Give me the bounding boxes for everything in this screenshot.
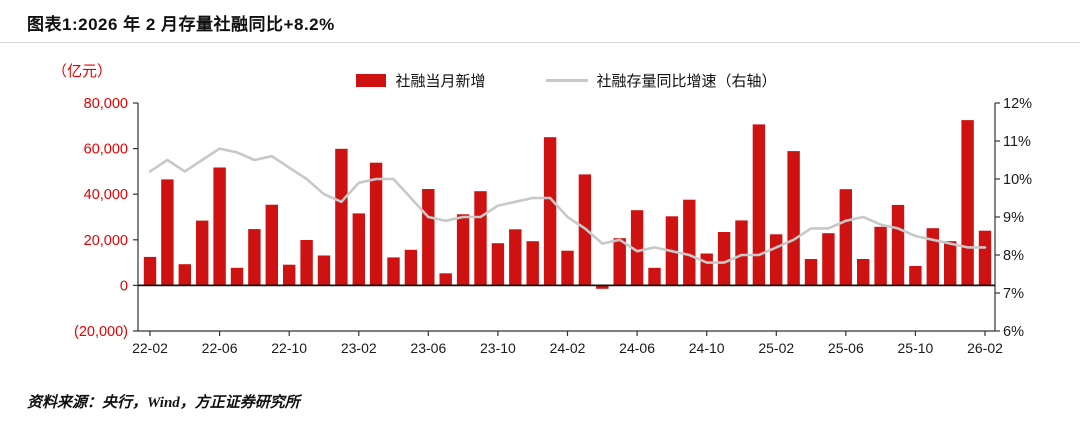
bar-23-06 — [422, 189, 435, 286]
bar-24-07 — [648, 267, 661, 286]
bar-25-09 — [891, 204, 905, 286]
svg-text:23-02: 23-02 — [341, 340, 377, 356]
bar-22-08 — [248, 229, 261, 286]
bar-24-05 — [613, 238, 626, 286]
bar-22-11 — [300, 240, 313, 286]
bar-25-06 — [839, 189, 852, 286]
bar-23-04 — [387, 257, 400, 286]
bar-26-01 — [961, 120, 974, 286]
svg-text:9%: 9% — [1003, 210, 1024, 226]
bar-22-04 — [178, 264, 191, 286]
bar-22-10 — [283, 264, 296, 286]
svg-text:26-02: 26-02 — [967, 340, 1003, 356]
bar-25-11 — [926, 228, 939, 286]
bar-22-09 — [265, 204, 278, 286]
svg-text:60,000: 60,000 — [84, 142, 128, 158]
legend-item-bars: 社融当月新增 — [356, 70, 486, 91]
bar-25-02 — [770, 234, 783, 286]
svg-text:40,000: 40,000 — [84, 187, 128, 203]
bar-24-06 — [630, 210, 644, 286]
bar-25-03 — [787, 151, 800, 286]
svg-text:8%: 8% — [1003, 248, 1024, 264]
bar-25-07 — [857, 259, 870, 286]
svg-text:23-06: 23-06 — [410, 340, 446, 356]
bar-23-08 — [456, 214, 470, 286]
bar-24-04 — [596, 285, 609, 289]
svg-text:24-02: 24-02 — [550, 340, 586, 356]
bar-25-04 — [804, 259, 818, 286]
bar-series — [143, 120, 992, 289]
bar-24-11 — [717, 232, 731, 286]
bar-22-07 — [230, 267, 244, 286]
chart-area: 80,000 60,000 40,000 20,000 0 (20,000) 12% 11% 1… — [0, 55, 1080, 385]
bar-26-02 — [978, 230, 992, 286]
right-axis-labels: 12% 11% 10% 9% 8% 7% 6% — [995, 96, 1032, 340]
source-note: 资料来源：央行，Wind，方正证券研究所 — [27, 395, 300, 411]
combo-chart-svg: 80,00060,00040,00020,0000(20,000)12%11%1… — [74, 96, 1032, 356]
bar-23-12 — [526, 241, 539, 286]
bar-23-11 — [509, 229, 522, 286]
svg-text:20,000: 20,000 — [84, 233, 128, 249]
bar-23-02 — [352, 213, 365, 286]
bar-23-07 — [439, 273, 452, 286]
bar-24-10 — [700, 253, 713, 286]
svg-text:22-10: 22-10 — [271, 340, 307, 356]
bar-23-09 — [474, 191, 487, 286]
legend-bars-label: 社融当月新增 — [395, 72, 486, 90]
bar-23-05 — [404, 249, 418, 286]
bar-22-05 — [196, 220, 209, 286]
svg-text:11%: 11% — [1003, 134, 1031, 150]
bar-22-06 — [213, 167, 226, 286]
bar-22-03 — [161, 179, 174, 286]
left-axis-labels: 80,000 60,000 40,000 20,000 0 (20,000) — [74, 96, 138, 340]
svg-text:7%: 7% — [1003, 286, 1024, 302]
legend-item-line: 社融存量同比增速（右轴） — [545, 70, 777, 91]
x-axis-labels: 22-02 22-06 22-10 23-02 23-06 23-10 24-02 24-06… — [132, 331, 1003, 356]
svg-text:24-10: 24-10 — [689, 340, 725, 356]
bar-24-01 — [543, 137, 557, 286]
svg-text:25-10: 25-10 — [898, 340, 934, 356]
line-series-swatch-icon — [545, 78, 588, 82]
svg-text:24-06: 24-06 — [619, 340, 655, 356]
svg-text:0: 0 — [120, 278, 128, 294]
svg-text:10%: 10% — [1003, 172, 1032, 188]
svg-text:22-02: 22-02 — [132, 340, 168, 356]
bar-25-08 — [874, 226, 887, 286]
bar-25-01 — [752, 124, 766, 286]
bar-23-01 — [335, 148, 348, 286]
svg-text:23-10: 23-10 — [480, 340, 516, 356]
svg-text:12%: 12% — [1003, 96, 1032, 112]
bar-25-05 — [822, 233, 835, 286]
bar-22-12 — [317, 255, 331, 286]
svg-text:(20,000): (20,000) — [74, 324, 128, 340]
svg-text:80,000: 80,000 — [84, 96, 128, 112]
bar-24-09 — [683, 199, 696, 286]
svg-text:25-02: 25-02 — [758, 340, 794, 356]
legend-line-label: 社融存量同比增速（右轴） — [596, 72, 777, 90]
line-series — [148, 147, 987, 264]
left-axis-unit-label: （亿元） — [52, 63, 113, 80]
bar-25-12 — [944, 241, 957, 286]
svg-text:22-06: 22-06 — [202, 340, 238, 356]
bar-22-02 — [143, 256, 157, 286]
chart-title: 图表1:2026 年 2 月存量社融同比+8.2% — [27, 15, 335, 34]
bar-series-swatch-icon — [356, 73, 387, 87]
svg-text:6%: 6% — [1003, 324, 1024, 340]
svg-text:25-06: 25-06 — [828, 340, 864, 356]
title-divider — [0, 42, 1080, 43]
bar-24-02 — [561, 250, 574, 286]
bar-24-12 — [735, 220, 748, 286]
legend: 社融当月新增 社融存量同比增速（右轴） — [138, 68, 995, 92]
bar-23-10 — [491, 243, 505, 286]
bar-25-10 — [909, 266, 922, 286]
bar-23-03 — [369, 162, 383, 286]
